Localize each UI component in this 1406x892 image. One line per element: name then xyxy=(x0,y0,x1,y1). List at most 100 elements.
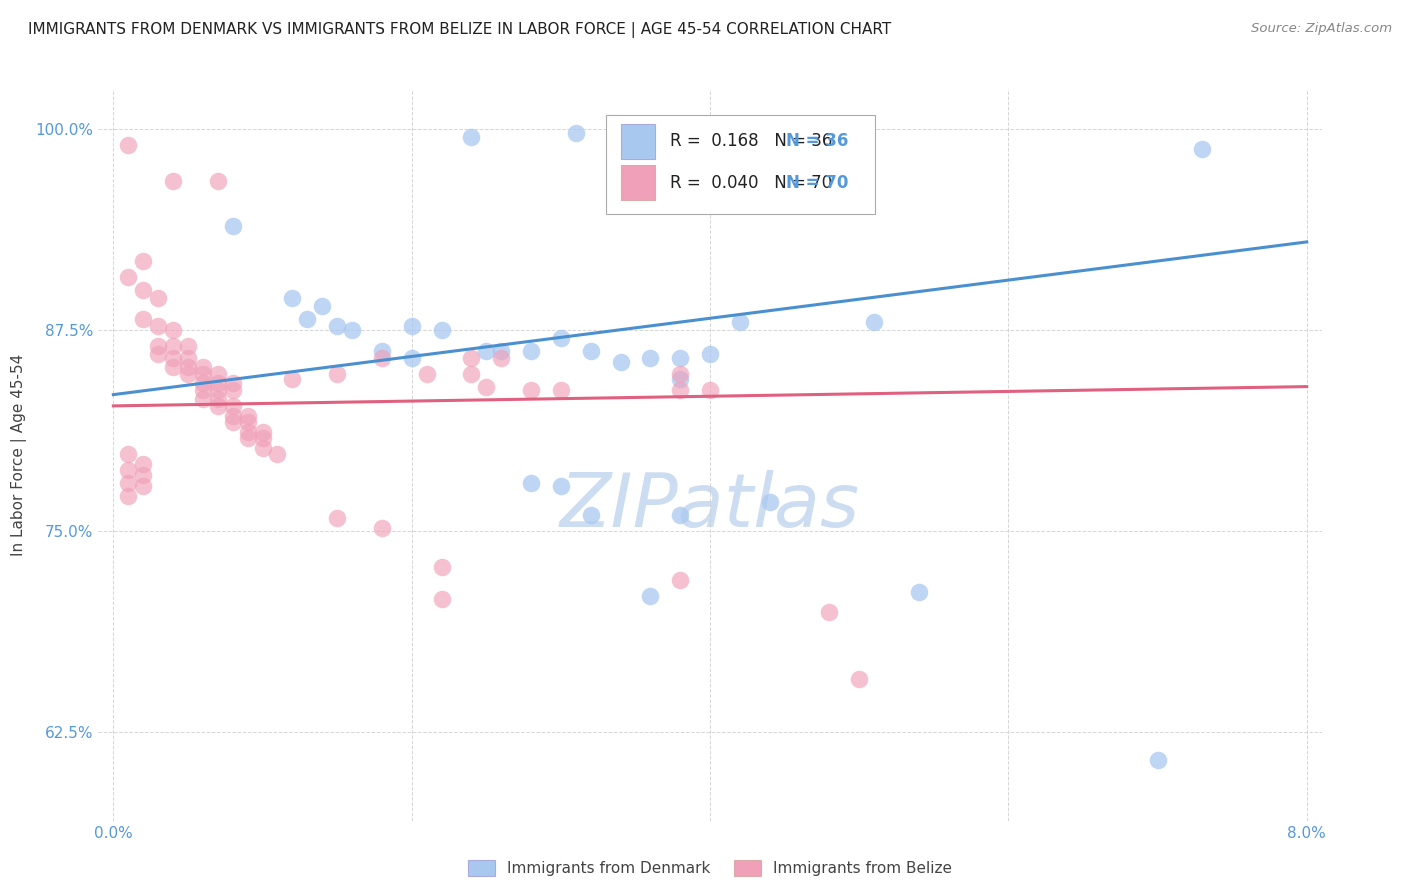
Point xyxy=(311,299,333,313)
Point xyxy=(863,315,886,329)
Text: ZIPatlas: ZIPatlas xyxy=(560,470,860,542)
Point xyxy=(162,323,184,337)
Point xyxy=(191,376,214,391)
Point xyxy=(162,174,184,188)
Point xyxy=(1146,753,1168,767)
Point xyxy=(177,367,200,381)
Point xyxy=(191,360,214,375)
Point xyxy=(579,508,602,523)
Point xyxy=(132,479,155,493)
Point xyxy=(669,508,692,523)
Point xyxy=(609,355,631,369)
Point xyxy=(326,318,349,333)
Legend: Immigrants from Denmark, Immigrants from Belize: Immigrants from Denmark, Immigrants from… xyxy=(461,855,959,882)
Point xyxy=(207,399,229,413)
Point xyxy=(177,339,200,353)
Point xyxy=(162,339,184,353)
Point xyxy=(191,383,214,397)
Point xyxy=(117,463,139,477)
Point xyxy=(654,126,676,140)
Point xyxy=(146,339,169,353)
Point xyxy=(252,441,274,455)
Point xyxy=(236,415,259,429)
Point xyxy=(520,344,543,359)
Point xyxy=(415,367,437,381)
Point xyxy=(281,371,304,385)
Point xyxy=(371,344,394,359)
Point xyxy=(340,323,363,337)
Point xyxy=(818,605,841,619)
Point xyxy=(669,371,692,385)
Point xyxy=(252,425,274,439)
Point xyxy=(848,672,870,686)
Point xyxy=(371,351,394,365)
Point xyxy=(401,318,423,333)
Text: R =  0.040   N = 70: R = 0.040 N = 70 xyxy=(669,174,832,192)
Point xyxy=(207,392,229,407)
Text: IMMIGRANTS FROM DENMARK VS IMMIGRANTS FROM BELIZE IN LABOR FORCE | AGE 45-54 COR: IMMIGRANTS FROM DENMARK VS IMMIGRANTS FR… xyxy=(28,22,891,38)
Point xyxy=(191,392,214,407)
Text: N = 36: N = 36 xyxy=(786,132,848,150)
Text: R =  0.168   N = 36: R = 0.168 N = 36 xyxy=(669,132,832,150)
Point xyxy=(117,270,139,285)
Point xyxy=(221,399,243,413)
Point xyxy=(565,126,588,140)
Point xyxy=(191,367,214,381)
Text: N = 70: N = 70 xyxy=(786,174,848,192)
Point xyxy=(162,360,184,375)
Point xyxy=(489,344,512,359)
Point xyxy=(640,351,662,365)
Point xyxy=(146,318,169,333)
Point xyxy=(475,379,498,393)
Point xyxy=(236,409,259,423)
Point xyxy=(221,383,243,397)
Point xyxy=(579,344,602,359)
Point xyxy=(236,425,259,439)
Point xyxy=(489,351,512,365)
Point xyxy=(728,315,751,329)
Point xyxy=(430,323,453,337)
Point xyxy=(266,447,288,461)
Point xyxy=(117,489,139,503)
Point xyxy=(758,495,780,509)
Point xyxy=(252,431,274,445)
Point xyxy=(669,367,692,381)
Point xyxy=(460,130,482,145)
Point xyxy=(132,457,155,471)
Point xyxy=(281,291,304,305)
Point xyxy=(207,174,229,188)
FancyBboxPatch shape xyxy=(606,115,875,213)
Point xyxy=(207,376,229,391)
Point xyxy=(699,383,721,397)
Point xyxy=(177,351,200,365)
Point xyxy=(326,367,349,381)
Point xyxy=(117,476,139,491)
Point xyxy=(640,589,662,603)
Point xyxy=(460,351,482,365)
Point xyxy=(550,331,572,345)
Point xyxy=(132,312,155,326)
Point xyxy=(221,376,243,391)
Point xyxy=(908,585,931,599)
Point xyxy=(221,409,243,423)
Point xyxy=(669,573,692,587)
Point xyxy=(132,283,155,297)
FancyBboxPatch shape xyxy=(620,165,655,201)
Point xyxy=(146,347,169,361)
Point xyxy=(177,360,200,375)
Point xyxy=(221,415,243,429)
Point xyxy=(132,468,155,483)
Point xyxy=(550,383,572,397)
Point xyxy=(550,479,572,493)
Point xyxy=(146,291,169,305)
Point xyxy=(297,312,319,326)
Point xyxy=(460,367,482,381)
Y-axis label: In Labor Force | Age 45-54: In Labor Force | Age 45-54 xyxy=(11,354,27,556)
Point xyxy=(371,521,394,535)
Point xyxy=(1191,142,1213,156)
Text: Source: ZipAtlas.com: Source: ZipAtlas.com xyxy=(1251,22,1392,36)
Point xyxy=(117,138,139,153)
Point xyxy=(132,254,155,268)
Point xyxy=(520,476,543,491)
Point xyxy=(207,367,229,381)
